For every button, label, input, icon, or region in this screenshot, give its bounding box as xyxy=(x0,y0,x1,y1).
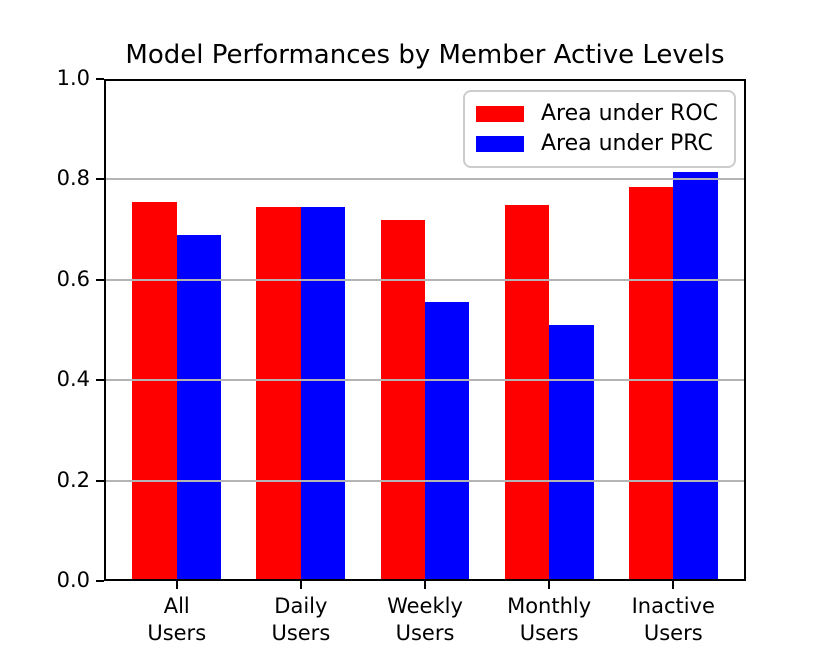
y-tick-mark xyxy=(96,580,104,582)
legend-label: Area under ROC xyxy=(540,101,718,126)
x-tick-label: Inactive Users xyxy=(631,594,715,645)
y-tick-label: 0.0 xyxy=(56,568,90,592)
bar-roc xyxy=(504,204,550,581)
y-tick-mark xyxy=(96,178,104,181)
x-tick-label: Daily Users xyxy=(271,594,331,645)
gridline xyxy=(104,379,746,382)
legend-row: Area under PRC xyxy=(475,131,718,157)
x-tick-mark xyxy=(672,581,675,589)
bar-roc xyxy=(628,186,674,581)
y-tick-label: 0.4 xyxy=(56,367,90,392)
bar-roc xyxy=(256,207,301,581)
gridline xyxy=(104,178,746,181)
bar-prc xyxy=(549,324,594,581)
legend-swatch-prc xyxy=(475,136,524,152)
x-tick-label: Weekly Users xyxy=(387,594,463,645)
y-tick-label: 1.0 xyxy=(56,66,90,90)
bar-prc xyxy=(673,171,718,581)
y-tick-mark xyxy=(96,379,104,382)
y-tick-label: 0.2 xyxy=(56,467,90,492)
gridline xyxy=(104,479,746,482)
bar-prc xyxy=(425,302,470,581)
legend-swatch-roc xyxy=(475,106,524,122)
x-tick-mark xyxy=(299,581,302,589)
y-tick-mark xyxy=(96,78,104,80)
y-tick-mark xyxy=(96,278,104,281)
legend-row: Area under ROC xyxy=(475,101,718,127)
legend: Area under ROC Area under PRC xyxy=(462,90,736,168)
bar-roc xyxy=(132,202,177,581)
x-tick-mark xyxy=(175,581,178,589)
y-tick-label: 0.8 xyxy=(56,166,90,191)
chart-title: Model Performances by Member Active Leve… xyxy=(125,40,725,70)
gridline xyxy=(104,278,746,281)
x-tick-mark xyxy=(548,581,551,589)
legend-label: Area under PRC xyxy=(540,131,713,156)
bar-prc xyxy=(176,234,222,581)
x-tick-label: Monthly Users xyxy=(507,594,592,645)
bar-roc xyxy=(380,219,425,581)
y-tick-mark xyxy=(96,479,104,482)
x-tick-mark xyxy=(424,581,426,589)
y-tick-label: 0.6 xyxy=(56,266,90,291)
plot-area: Area under ROC Area under PRC xyxy=(104,79,746,581)
x-tick-label: All Users xyxy=(147,594,207,645)
bar-prc xyxy=(300,207,346,581)
